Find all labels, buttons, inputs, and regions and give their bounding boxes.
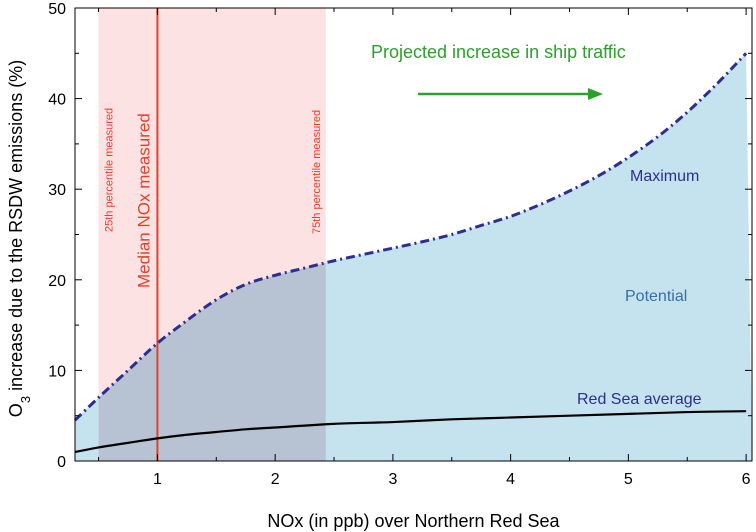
- label-potential: Potential: [625, 288, 687, 305]
- x-tick-label: 6: [742, 471, 751, 488]
- label-average: Red Sea average: [577, 391, 702, 408]
- x-tick-label: 3: [388, 471, 397, 488]
- y-axis: 0 10 20 30 40 50: [48, 1, 752, 471]
- annotation-p75: 75th percentile measured: [311, 110, 323, 234]
- series-line-average: [74, 410, 747, 454]
- x-tick-label: 5: [624, 471, 633, 488]
- y-tick-label: 20: [48, 273, 66, 290]
- y-axis-title: O3 increase due to the RSDW emissions (%…: [6, 60, 33, 417]
- arrow-right-icon-head: [588, 88, 603, 100]
- annotation-p25: 25th percentile measured: [104, 108, 116, 232]
- y-axis-title-subscript: 3: [18, 396, 33, 403]
- series-line-maximum: [73, 52, 748, 422]
- arrow-right-icon: [418, 88, 603, 100]
- annotation-traffic: Projected increase in ship traffic: [371, 42, 626, 62]
- x-axis-title: NOx (in ppb) over Northern Red Sea: [267, 511, 560, 531]
- y-tick-label: 10: [48, 363, 66, 380]
- y-axis-title-main: O: [6, 403, 26, 417]
- y-tick-label: 50: [48, 1, 66, 18]
- annotation-median: Median NOx measured: [134, 113, 153, 288]
- overlap-area: [98, 262, 326, 461]
- x-tick-label: 1: [153, 471, 162, 488]
- y-tick-label: 40: [48, 92, 66, 109]
- x-axis: 1 2 3 4 5 6: [98, 8, 751, 488]
- label-maximum: Maximum: [630, 168, 699, 185]
- y-tick-label: 30: [48, 182, 66, 199]
- y-axis-title-rest: increase due to the RSDW emissions (%): [6, 60, 26, 396]
- x-tick-label: 2: [271, 471, 280, 488]
- y-tick-label: 0: [57, 454, 66, 471]
- x-tick-label: 4: [506, 471, 515, 488]
